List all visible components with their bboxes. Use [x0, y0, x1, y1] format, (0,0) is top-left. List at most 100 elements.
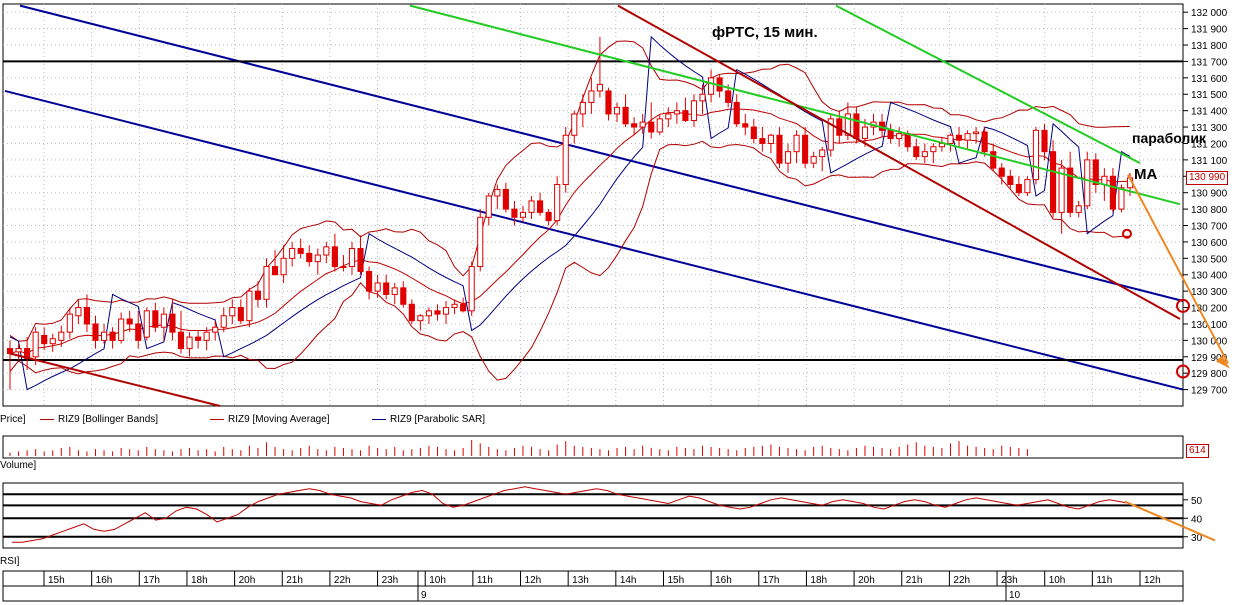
bear-candle — [545, 211, 552, 222]
bull-candle — [451, 303, 458, 309]
bull-candle — [75, 307, 82, 317]
time-tick-label: 15h — [48, 575, 65, 586]
bear-candle — [135, 323, 142, 341]
bear-candle — [802, 134, 809, 164]
time-tick-label: 20h — [858, 575, 875, 586]
bull-candle — [417, 315, 424, 322]
time-tick-label: 18h — [191, 575, 208, 586]
bear-candle — [887, 129, 894, 140]
bear-candle — [195, 336, 202, 341]
bear-candle — [177, 331, 185, 350]
bull-candle — [160, 313, 167, 328]
bull-candle — [468, 266, 475, 312]
bull-candle — [579, 101, 586, 115]
legend-bollinger-label: RIZ9 [Bollinger Bands] — [58, 414, 159, 425]
bear-candle — [254, 290, 262, 300]
legend-bollinger: RIZ9 [Bollinger Bands] — [40, 414, 158, 425]
time-tick-label: 10h — [1049, 575, 1066, 586]
bull-candle — [930, 146, 937, 153]
bull-candle — [554, 183, 561, 222]
time-tick-label: 23h — [1001, 575, 1018, 586]
bear-candle — [853, 113, 860, 140]
bull-candle — [767, 134, 774, 144]
orange-projection-line — [1127, 174, 1229, 364]
time-tick-label: 23h — [382, 575, 399, 586]
bull-candle — [494, 188, 501, 197]
bull-candle — [1032, 129, 1040, 181]
bull-candle — [348, 247, 356, 268]
bull-candle — [827, 118, 834, 151]
bull-candle — [314, 254, 321, 263]
time-tick-label: 22h — [334, 575, 351, 586]
bull-candle — [1058, 167, 1065, 213]
bear-candle — [1015, 183, 1022, 194]
bear-candle — [1007, 175, 1014, 185]
price-tick-label: 131 700 — [1191, 57, 1228, 68]
day-tick-label: 9 — [421, 590, 427, 601]
bull-candle — [784, 151, 792, 164]
rsi-tick-label: 30 — [1191, 533, 1203, 544]
parabolic-sar-swatch — [372, 418, 386, 420]
bull-candle — [340, 266, 347, 269]
price-tick-label: 131 100 — [1191, 156, 1228, 167]
price-tick-label: 130 900 — [1191, 189, 1228, 200]
chart-title-annotation: фРТС, 15 мин. — [712, 24, 818, 41]
bear-candle — [725, 90, 732, 103]
time-tick-label: 18h — [810, 575, 827, 586]
bull-candle — [477, 216, 484, 268]
time-tick-label: 16h — [96, 575, 113, 586]
price-tick-label: 132 000 — [1191, 8, 1228, 19]
price-tick-label: 130 600 — [1191, 238, 1228, 249]
bull-candle — [673, 110, 680, 115]
rsi-tick-label: 40 — [1191, 514, 1203, 525]
bear-candle — [306, 252, 313, 263]
bull-candle — [947, 134, 954, 144]
bull-candle — [374, 282, 381, 292]
price-tick-label: 130 700 — [1191, 222, 1228, 233]
legend-parabolic-sar-label: RIZ9 [Parabolic SAR] — [390, 414, 486, 425]
bull-candle — [844, 113, 851, 136]
price-tick-label: 131 500 — [1191, 90, 1228, 101]
bollinger-upper-band — [9, 40, 1131, 342]
bull-candle — [708, 77, 715, 95]
red-trendline-upper — [617, 4, 1181, 320]
projection-arrowhead — [1216, 355, 1230, 369]
bull-candle — [485, 195, 492, 218]
bull-candle — [1024, 179, 1031, 194]
bear-candle — [297, 247, 304, 254]
bull-candle — [690, 100, 698, 121]
bull-candle — [289, 247, 296, 259]
bear-candle — [990, 151, 997, 169]
price-tick-label: 131 200 — [1191, 139, 1228, 150]
bear-candle — [955, 134, 963, 141]
bear-candle — [750, 126, 757, 140]
bear-candle — [434, 310, 441, 315]
price-tick-label: 130 300 — [1191, 287, 1228, 298]
last-volume-tag: 614 — [1186, 444, 1209, 458]
price-tick-label: 130 800 — [1191, 205, 1228, 216]
bear-candle — [366, 270, 373, 292]
bull-candle — [1118, 187, 1125, 210]
moving-average-line — [9, 108, 1131, 355]
bull-candle — [699, 93, 706, 102]
red-trendline-lower — [9, 352, 221, 407]
bear-candle — [1049, 151, 1057, 213]
bull-candle — [186, 336, 193, 350]
time-tick-label: 12h — [525, 575, 542, 586]
bear-candle — [502, 188, 509, 210]
bear-candle — [759, 138, 766, 144]
bear-candle — [357, 247, 364, 272]
bull-candle — [280, 257, 287, 276]
bull-candle — [639, 121, 646, 128]
bull-candle — [220, 315, 227, 328]
bull-candle — [229, 307, 236, 317]
green-trendline-short — [835, 4, 1141, 165]
legend-moving-average-label: RIZ9 [Moving Average] — [228, 414, 330, 425]
bull-candle — [100, 331, 108, 341]
bear-candle — [460, 303, 467, 312]
bull-candle — [528, 200, 535, 213]
bear-candle — [92, 323, 99, 341]
bull-candle — [323, 246, 330, 256]
last-price-tag: 130 990 — [1186, 170, 1229, 185]
